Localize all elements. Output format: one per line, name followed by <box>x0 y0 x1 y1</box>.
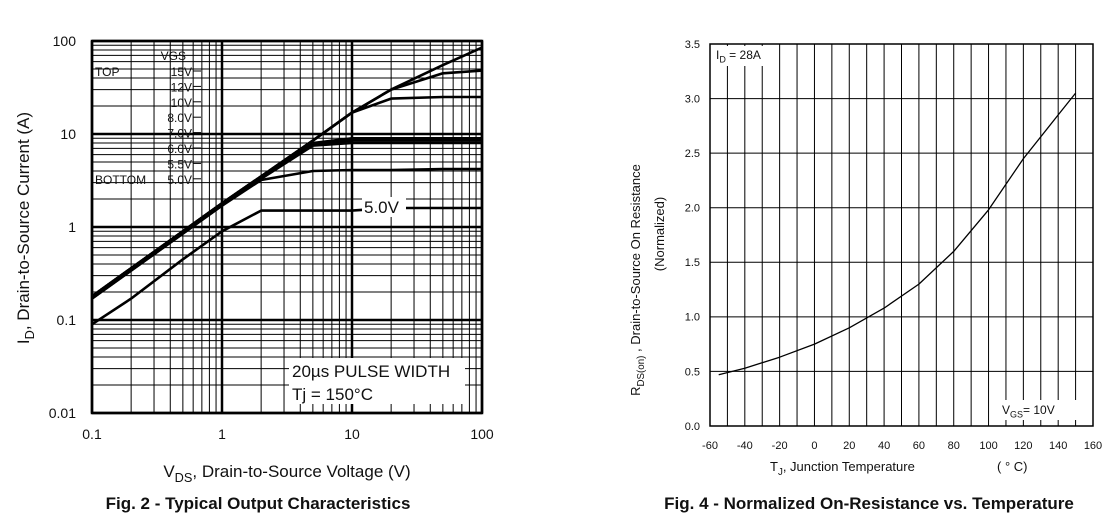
y-tick-label: 100 <box>53 33 77 49</box>
x-tick-label: 100 <box>979 440 997 452</box>
series-line <box>91 95 482 298</box>
legend-bottom: BOTTOM <box>95 173 146 187</box>
x-tick-label: 10 <box>344 426 360 442</box>
label-part: , Drain-to-Source Current (A) <box>14 112 33 330</box>
chart-title: Fig. 2 - Typical Output Characteristics <box>106 494 411 513</box>
legend-label: 15V <box>171 65 192 79</box>
x-tick-label: 80 <box>948 440 960 452</box>
x-tick-label: 20 <box>843 440 855 452</box>
plot-border <box>90 39 484 415</box>
x-tick-label: 100 <box>470 426 494 442</box>
y-tick-label: 1.5 <box>685 257 700 269</box>
legend-title: VGS <box>161 49 186 63</box>
annotation: ID = 28A <box>716 48 761 65</box>
series-line <box>91 206 482 326</box>
annotation: VGS= 10V <box>1002 403 1055 420</box>
legend-top: TOP <box>95 65 119 79</box>
label-part: I <box>14 339 33 344</box>
y-tick-label: 0.0 <box>685 421 700 433</box>
label-part: DS(on) <box>636 356 647 387</box>
label-part: T <box>770 459 778 474</box>
y-tick-label: 0.01 <box>49 405 76 421</box>
y-axis-label: RDS(on) , Drain-to-Source On Resistance <box>628 164 647 396</box>
y-axis-label: ID, Drain-to-Source Current (A) <box>14 112 37 344</box>
label-part: D <box>719 55 726 65</box>
label-part: R <box>628 386 643 395</box>
label-part: D <box>22 330 37 339</box>
y-tick-label: 3.5 <box>685 39 700 51</box>
x-axis-label: TJ, Junction Temperature <box>770 459 915 478</box>
y-tick-label: 2.5 <box>685 148 700 160</box>
series-line <box>91 167 482 300</box>
chart-title: Fig. 4 - Normalized On-Resistance vs. Te… <box>664 494 1074 513</box>
annotation-bg <box>289 358 465 404</box>
legend-label: 12V <box>171 80 192 94</box>
label-part: V <box>1002 403 1010 417</box>
annotation-bg <box>998 400 1088 420</box>
label-part: DS <box>175 470 193 485</box>
y-axis-label: (Normalized) <box>652 197 667 271</box>
label-part: GS <box>1010 410 1023 420</box>
series-line <box>91 69 483 298</box>
label-part: , Drain-to-Source On Resistance <box>628 164 643 355</box>
label-part: , Drain-to-Source Voltage (V) <box>192 462 410 481</box>
label-part: = 10V <box>1023 403 1055 417</box>
legend-label: 10V <box>171 96 192 110</box>
annotation: Tj = 150°C <box>292 385 373 404</box>
x-tick-label: 0 <box>811 440 817 452</box>
x-tick-label: 1 <box>218 426 226 442</box>
label-part: , Junction Temperature <box>783 459 915 474</box>
label-part: J <box>778 467 783 478</box>
y-tick-label: 2.0 <box>685 203 700 215</box>
x-tick-label: -60 <box>702 440 718 452</box>
x-axis-unit: ( ° C) <box>997 459 1027 474</box>
y-tick-label: 0.1 <box>57 312 77 328</box>
annotation: 20µs PULSE WIDTH <box>292 362 450 381</box>
plot-border <box>709 43 1094 427</box>
y-tick-label: 3.0 <box>685 93 700 105</box>
annotation: 5.0V <box>364 198 400 217</box>
x-tick-label: 40 <box>878 440 890 452</box>
x-tick-label: 140 <box>1049 440 1067 452</box>
legend-label: 6.0V <box>167 142 192 156</box>
legend-label: 5.5V <box>167 157 192 171</box>
series-line <box>91 139 482 298</box>
x-tick-label: 0.1 <box>82 426 102 442</box>
label-part: I <box>716 48 719 62</box>
annotation-bg <box>362 197 406 217</box>
annotation-bg <box>712 46 778 66</box>
x-tick-label: -20 <box>772 440 788 452</box>
y-tick-label: 1 <box>68 219 76 235</box>
x-tick-label: 60 <box>913 440 925 452</box>
legend-label: 5.0V <box>167 173 192 187</box>
series-line <box>718 92 1077 376</box>
x-tick-label: -40 <box>737 440 753 452</box>
x-axis-label: VDS, Drain-to-Source Voltage (V) <box>163 462 410 485</box>
x-tick-label: 120 <box>1014 440 1032 452</box>
legend-label: 8.0V <box>167 111 192 125</box>
legend-label: 7.0V <box>167 127 192 141</box>
y-tick-label: 10 <box>60 126 76 142</box>
label-part: = 28A <box>726 48 761 62</box>
y-tick-label: 0.5 <box>685 366 700 378</box>
x-tick-label: 160 <box>1084 440 1102 452</box>
label-part: V <box>163 462 175 481</box>
series-line <box>91 46 483 298</box>
y-tick-label: 1.0 <box>685 312 700 324</box>
